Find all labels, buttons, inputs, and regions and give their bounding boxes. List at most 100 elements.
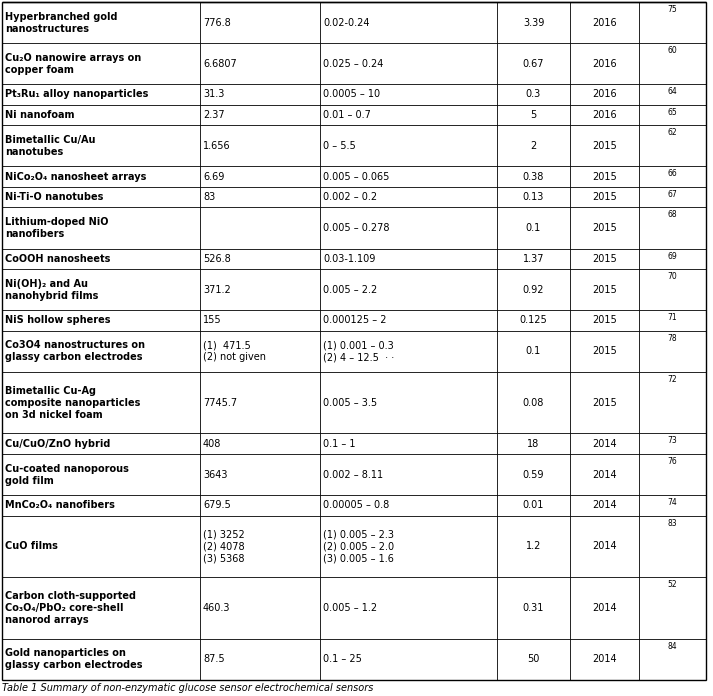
Text: 83: 83: [667, 519, 677, 528]
Text: 0.025 – 0.24: 0.025 – 0.24: [323, 58, 384, 69]
Text: 65: 65: [667, 108, 677, 117]
Text: 84: 84: [667, 642, 677, 651]
Text: 3643: 3643: [203, 470, 227, 480]
Text: Gold nanoparticles on
glassy carbon electrodes: Gold nanoparticles on glassy carbon elec…: [5, 649, 143, 670]
Text: 87.5: 87.5: [203, 654, 225, 665]
Text: 6.69: 6.69: [203, 172, 225, 182]
Text: 64: 64: [667, 87, 677, 96]
Text: CoOOH nanosheets: CoOOH nanosheets: [5, 254, 111, 264]
Text: 3.39: 3.39: [523, 17, 544, 28]
Text: 60: 60: [667, 46, 677, 55]
Text: 2015: 2015: [592, 254, 617, 264]
Text: MnCo₂O₄ nanofibers: MnCo₂O₄ nanofibers: [5, 500, 115, 510]
Text: 71: 71: [667, 313, 677, 322]
Text: Lithium-doped NiO
nanofibers: Lithium-doped NiO nanofibers: [5, 217, 108, 239]
Text: Ni nanofoam: Ni nanofoam: [5, 110, 74, 120]
Text: 0.1: 0.1: [526, 347, 541, 356]
Text: 62: 62: [667, 128, 677, 137]
Text: 2014: 2014: [593, 500, 617, 510]
Text: (1) 0.001 – 0.3
(2) 4 – 12.5  · ·: (1) 0.001 – 0.3 (2) 4 – 12.5 · ·: [323, 340, 394, 363]
Text: 50: 50: [528, 654, 540, 665]
Text: 78: 78: [667, 333, 677, 342]
Text: 5: 5: [530, 110, 537, 120]
Text: Bimetallic Cu/Au
nanotubes: Bimetallic Cu/Au nanotubes: [5, 135, 96, 157]
Text: 460.3: 460.3: [203, 603, 230, 613]
Text: NiS hollow spheres: NiS hollow spheres: [5, 315, 111, 326]
Text: 2016: 2016: [593, 17, 617, 28]
Text: 2015: 2015: [592, 172, 617, 182]
Text: 408: 408: [203, 438, 221, 449]
Text: 0.67: 0.67: [523, 58, 544, 69]
Text: 2014: 2014: [593, 603, 617, 613]
Text: Ni-Ti-O nanotubes: Ni-Ti-O nanotubes: [5, 192, 103, 202]
Text: 69: 69: [667, 251, 677, 260]
Text: 0.005 – 2.2: 0.005 – 2.2: [323, 285, 377, 294]
Text: 2015: 2015: [592, 141, 617, 151]
Text: 0.005 – 0.065: 0.005 – 0.065: [323, 172, 389, 182]
Text: 83: 83: [203, 192, 215, 202]
Text: 0.13: 0.13: [523, 192, 544, 202]
Text: 0.002 – 0.2: 0.002 – 0.2: [323, 192, 377, 202]
Text: Table 1 Summary of non-enzymatic glucose sensor electrochemical sensors: Table 1 Summary of non-enzymatic glucose…: [2, 683, 374, 693]
Text: 0.1: 0.1: [526, 223, 541, 233]
Text: 0.01: 0.01: [523, 500, 544, 510]
Text: 74: 74: [667, 498, 677, 507]
Text: 0.08: 0.08: [523, 397, 544, 408]
Text: 6.6807: 6.6807: [203, 58, 237, 69]
Text: 0.59: 0.59: [523, 470, 544, 480]
Text: 0.1 – 25: 0.1 – 25: [323, 654, 362, 665]
Text: CuO films: CuO films: [5, 541, 58, 551]
Text: 0 – 5.5: 0 – 5.5: [323, 141, 356, 151]
Text: 371.2: 371.2: [203, 285, 231, 294]
Text: 2015: 2015: [592, 285, 617, 294]
Text: 0.005 – 0.278: 0.005 – 0.278: [323, 223, 389, 233]
Text: 2015: 2015: [592, 192, 617, 202]
Text: Ni(OH)₂ and Au
nanohybrid films: Ni(OH)₂ and Au nanohybrid films: [5, 278, 98, 301]
Text: Carbon cloth-supported
Co₃O₄/PbO₂ core-shell
nanorod arrays: Carbon cloth-supported Co₃O₄/PbO₂ core-s…: [5, 591, 136, 625]
Text: Bimetallic Cu-Ag
composite nanoparticles
on 3d nickel foam: Bimetallic Cu-Ag composite nanoparticles…: [5, 386, 140, 420]
Text: 0.38: 0.38: [523, 172, 544, 182]
Text: NiCo₂O₄ nanosheet arrays: NiCo₂O₄ nanosheet arrays: [5, 172, 146, 182]
Text: 2014: 2014: [593, 654, 617, 665]
Text: 2014: 2014: [593, 438, 617, 449]
Text: 155: 155: [203, 315, 222, 326]
Text: (1) 3252
(2) 4078
(3) 5368: (1) 3252 (2) 4078 (3) 5368: [203, 530, 245, 564]
Text: 2016: 2016: [593, 58, 617, 69]
Text: 67: 67: [667, 190, 677, 199]
Text: 7745.7: 7745.7: [203, 397, 237, 408]
Text: 0.92: 0.92: [523, 285, 544, 294]
Text: 70: 70: [667, 272, 677, 281]
Text: 526.8: 526.8: [203, 254, 231, 264]
Text: 0.005 – 3.5: 0.005 – 3.5: [323, 397, 377, 408]
Text: 0.31: 0.31: [523, 603, 544, 613]
Text: 2015: 2015: [592, 223, 617, 233]
Text: Cu-coated nanoporous
gold film: Cu-coated nanoporous gold film: [5, 464, 129, 486]
Text: 2015: 2015: [592, 347, 617, 356]
Text: 679.5: 679.5: [203, 500, 231, 510]
Text: 2016: 2016: [593, 90, 617, 100]
Text: 0.00005 – 0.8: 0.00005 – 0.8: [323, 500, 389, 510]
Text: (1) 0.005 – 2.3
(2) 0.005 – 2.0
(3) 0.005 – 1.6: (1) 0.005 – 2.3 (2) 0.005 – 2.0 (3) 0.00…: [323, 530, 394, 564]
Text: 1.2: 1.2: [525, 541, 541, 551]
Text: 0.3: 0.3: [526, 90, 541, 100]
Text: 2: 2: [530, 141, 537, 151]
Text: 18: 18: [528, 438, 540, 449]
Text: 66: 66: [667, 169, 677, 178]
Text: Co3O4 nanostructures on
glassy carbon electrodes: Co3O4 nanostructures on glassy carbon el…: [5, 340, 145, 363]
Text: 0.02-0.24: 0.02-0.24: [323, 17, 369, 28]
Text: 68: 68: [667, 210, 677, 219]
Text: 2014: 2014: [593, 541, 617, 551]
Text: 776.8: 776.8: [203, 17, 231, 28]
Text: 0.000125 – 2: 0.000125 – 2: [323, 315, 386, 326]
Text: 2015: 2015: [592, 397, 617, 408]
Text: 1.656: 1.656: [203, 141, 230, 151]
Text: 75: 75: [667, 5, 677, 14]
Text: 73: 73: [667, 436, 677, 445]
Text: 2016: 2016: [593, 110, 617, 120]
Text: 52: 52: [667, 580, 677, 590]
Text: 2014: 2014: [593, 470, 617, 480]
Text: 0.002 – 8.11: 0.002 – 8.11: [323, 470, 383, 480]
Text: 0.125: 0.125: [520, 315, 548, 326]
Text: 0.1 – 1: 0.1 – 1: [323, 438, 356, 449]
Text: Cu₂O nanowire arrays on
copper foam: Cu₂O nanowire arrays on copper foam: [5, 53, 141, 74]
